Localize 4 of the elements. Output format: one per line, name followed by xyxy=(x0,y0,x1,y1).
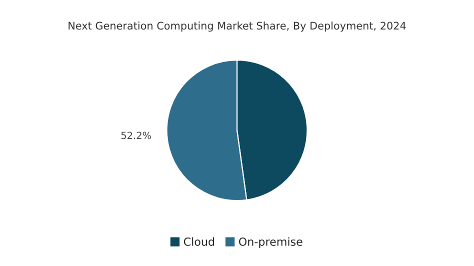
data-label: 52.2% xyxy=(121,132,151,140)
chart-title: Next Generation Computing Market Share, By Deployment, 2024 xyxy=(68,22,406,32)
legend-label: On-premise xyxy=(239,237,302,248)
legend-label: Cloud xyxy=(184,237,214,246)
